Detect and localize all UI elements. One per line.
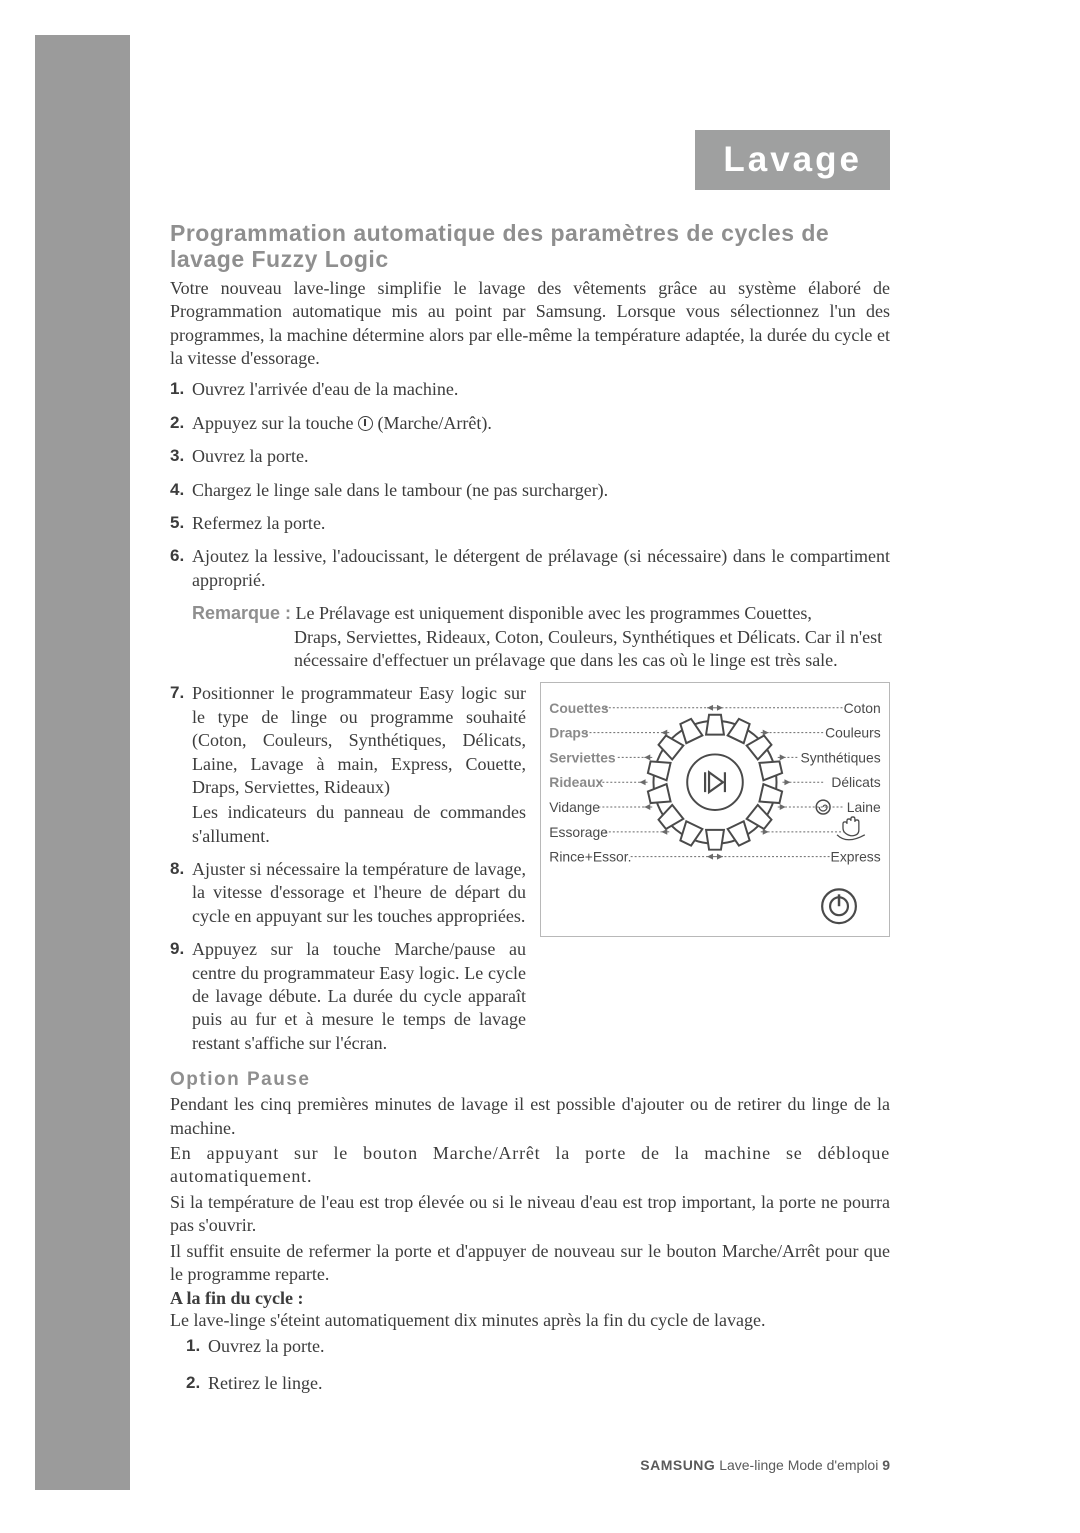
step-text: Chargez le linge sale dans le tambour (n… — [192, 480, 608, 500]
svg-text:Serviettes: Serviettes — [549, 750, 616, 766]
step-9: 9.Appuyez sur la touche Marche/pause au … — [170, 938, 526, 1055]
remark-block: Remarque : Le Prélavage est uniquement d… — [192, 602, 890, 672]
svg-text:Express: Express — [831, 849, 881, 865]
end-steps-list: 1.Ouvrez la porte. 2.Retirez le linge. — [186, 1335, 890, 1396]
step-7-sub: Les indicateurs du panneau de commandes … — [192, 801, 526, 848]
option-pause-p3: Si la température de l'eau est trop élev… — [170, 1191, 890, 1238]
steps-with-figure: 7.Positionner le programmateur Easy logi… — [170, 682, 890, 1065]
step-1: 1.Ouvrez l'arrivée d'eau de la machine. — [170, 378, 890, 401]
dial-svg: Couettes Draps Serviettes Rideaux Vidange Ess… — [540, 682, 890, 937]
svg-text:Vidange: Vidange — [549, 799, 600, 815]
end-step-2: 2.Retirez le linge. — [186, 1372, 890, 1395]
dial-figure: Couettes Draps Serviettes Rideaux Vidange Ess… — [540, 682, 890, 942]
option-pause-p1: Pendant les cinq premières minutes de la… — [170, 1093, 890, 1140]
step-5: 5.Refermez la porte. — [170, 512, 890, 535]
svg-text:Couleurs: Couleurs — [825, 725, 881, 741]
remark-label: Remarque : — [192, 603, 291, 623]
page-content: Lavage Programmation automatique des par… — [170, 130, 890, 1410]
section-heading: Programmation automatique des paramètres… — [170, 220, 890, 273]
footer: SAMSUNG Lave-linge Mode d'emploi 9 — [640, 1457, 890, 1473]
step-text: Appuyez sur la touche — [192, 413, 358, 433]
option-pause-p2: En appuyant sur le bouton Marche/Arrêt l… — [170, 1142, 890, 1189]
svg-text:Draps: Draps — [549, 725, 589, 741]
step-text: Ouvrez la porte. — [192, 446, 308, 466]
side-gray-bar — [35, 35, 130, 1490]
step-3: 3.Ouvrez la porte. — [170, 445, 890, 468]
option-pause-p4: Il suffit ensuite de refermer la porte e… — [170, 1240, 890, 1287]
footer-brand: SAMSUNG — [640, 1457, 715, 1473]
step-text: Ajoutez la lessive, l'adoucissant, le dé… — [192, 546, 890, 589]
power-icon — [358, 416, 373, 431]
svg-text:Délicats: Délicats — [831, 775, 880, 791]
step-2: 2.Appuyez sur la touche (Marche/Arrêt). — [170, 412, 890, 435]
step-text: Appuyez sur la touche Marche/pause au ce… — [192, 939, 526, 1053]
intro-paragraph: Votre nouveau lave-linge simplifie le la… — [170, 277, 890, 371]
option-pause-heading: Option Pause — [170, 1069, 890, 1091]
svg-text:Coton: Coton — [844, 700, 881, 716]
svg-text:Couettes: Couettes — [549, 700, 609, 716]
remark-text: Le Prélavage est uniquement disponible a… — [296, 603, 812, 623]
footer-page: 9 — [882, 1457, 890, 1473]
step-6: 6.Ajoutez la lessive, l'adoucissant, le … — [170, 545, 890, 592]
end-intro: Le lave-linge s'éteint automatiquement d… — [170, 1309, 890, 1332]
svg-text:Rideaux: Rideaux — [549, 775, 603, 791]
step-8: 8.Ajuster si nécessaire la température d… — [170, 858, 526, 928]
end-heading: A la fin du cycle : — [170, 1288, 890, 1309]
end-step-1: 1.Ouvrez la porte. — [186, 1335, 890, 1358]
step-text: Ouvrez l'arrivée d'eau de la machine. — [192, 379, 458, 399]
steps-list-cont: 7.Positionner le programmateur Easy logi… — [170, 682, 526, 1055]
remark-cont: Draps, Serviettes, Rideaux, Coton, Coule… — [192, 626, 890, 673]
step-text: Retirez le linge. — [208, 1373, 322, 1393]
footer-text: Lave-linge Mode d'emploi — [715, 1457, 882, 1473]
step-text: Ouvrez la porte. — [208, 1336, 324, 1356]
svg-text:Rince+Essor.: Rince+Essor. — [549, 849, 631, 865]
step-text: Ajuster si nécessaire la température de … — [192, 859, 526, 926]
steps-list: 1.Ouvrez l'arrivée d'eau de la machine. … — [170, 378, 890, 592]
step-text: Positionner le programmateur Easy logic … — [192, 683, 526, 797]
svg-text:Synthétiques: Synthétiques — [800, 750, 880, 766]
svg-text:Laine: Laine — [847, 799, 881, 815]
step-4: 4.Chargez le linge sale dans le tambour … — [170, 479, 890, 502]
step-text: (Marche/Arrêt). — [377, 413, 491, 433]
step-text: Refermez la porte. — [192, 513, 325, 533]
svg-text:Essorage: Essorage — [549, 824, 608, 840]
page-title-badge: Lavage — [695, 130, 890, 190]
step-7: 7.Positionner le programmateur Easy logi… — [170, 682, 526, 848]
